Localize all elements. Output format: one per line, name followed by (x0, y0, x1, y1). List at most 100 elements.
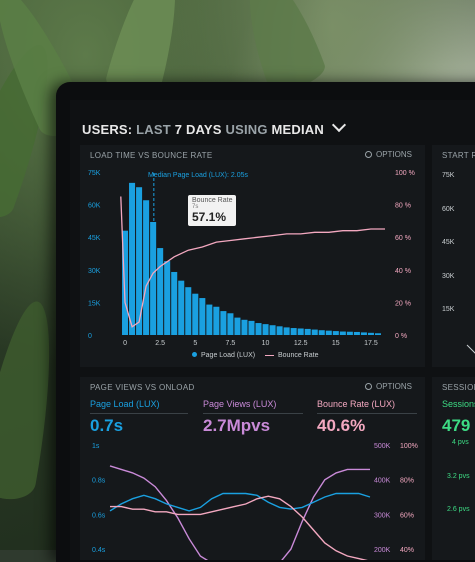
y-left-tick: 30K (88, 268, 101, 275)
panel-title: LOAD TIME VS BOUNCE RATE (90, 151, 213, 160)
page-views-line (109, 465, 370, 560)
y-right-tick: 20 % (395, 300, 411, 307)
y-left-tick: 1s (92, 443, 100, 450)
bar (143, 200, 150, 335)
options-button[interactable]: OPTIONS (365, 382, 412, 391)
bar (234, 317, 241, 335)
svg-text:45K: 45K (442, 239, 455, 246)
title-range-bold: 7 DAYS (174, 122, 222, 137)
load-vs-bounce-chart: 0 15K 30K 45K 60K 75K 0 % 20 % 40 % 60 % 80 % 100 %… (88, 170, 415, 347)
y-left-tick: 45K (88, 235, 101, 242)
bounce-rate-line (120, 196, 385, 328)
options-icon (365, 151, 372, 159)
svg-text:15K: 15K (442, 306, 455, 313)
y-right-tick-bounce: 60% (400, 512, 414, 519)
svg-text:75K: 75K (442, 172, 455, 179)
bar (360, 332, 367, 335)
tooltip-label: Bounce Rate (192, 197, 233, 204)
legend-page-load[interactable]: Page Load (LUX) (192, 352, 255, 359)
bar (367, 332, 374, 335)
bar (206, 304, 213, 335)
y-left-tick: 0.4s (92, 547, 106, 554)
load-vs-bounce-panel: LOAD TIME VS BOUNCE RATE OPTIONS 0 15K 30K… (80, 145, 425, 367)
title-prefix: USERS: (82, 122, 133, 137)
pageviews-vs-onload-panel: PAGE VIEWS VS ONLOAD OPTIONS Page Load (… (80, 377, 425, 560)
bounce-rate-line (110, 495, 368, 560)
y-left-tick: 0 (88, 333, 92, 340)
bar (136, 187, 143, 335)
metric-value-bounce-rate: 40.6% (317, 416, 366, 435)
bar (283, 327, 290, 335)
options-button[interactable]: OPTIONS (365, 150, 412, 159)
start-render-chart: 75K 60K 45K 30K 15K (442, 172, 475, 354)
panel-title: START R (442, 151, 475, 160)
bar (227, 313, 234, 335)
sessions-value: 479 (442, 416, 471, 435)
bar (157, 248, 164, 335)
title-stat: MEDIAN (271, 122, 324, 137)
panel-title: PAGE VIEWS VS ONLOAD (90, 383, 195, 392)
x-tick: 5 (193, 340, 197, 347)
pageviews-vs-onload-chart: 1s 0.8s 0.6s 0.4s 500K 100% 400K 80% 300K 60% 200K… (92, 443, 418, 560)
tooltip-sub: 7s (192, 204, 199, 210)
bounce-rate-tooltip: Bounce Rate 7s 57.1% (188, 195, 237, 226)
options-icon (365, 383, 372, 391)
bar (220, 311, 227, 335)
y-right-tick: 80 % (395, 203, 411, 210)
bar (192, 293, 199, 335)
legend-label: Page Load (LUX) (201, 352, 256, 359)
svg-text:30K: 30K (442, 273, 455, 280)
metric-divider (90, 413, 188, 414)
bar (248, 320, 255, 335)
bar (374, 333, 381, 335)
sessions-panel: SESSION Sessions 479 4 pvs 3.2 pvs 2.6 p… (432, 377, 475, 560)
metric-value-page-views: 2.7Mpvs (203, 416, 271, 435)
page-title[interactable]: USERS: LAST 7 DAYS USING MEDIAN (82, 117, 346, 137)
bar (241, 319, 248, 335)
y-right-tick: 0 % (395, 333, 407, 340)
options-label: OPTIONS (376, 150, 413, 159)
bar (129, 182, 136, 335)
bar (318, 330, 325, 335)
sessions-item: 4 pvs (452, 439, 469, 446)
panel-title: SESSION (442, 383, 475, 392)
start-render-panel: START R 75K 60K 45K 30K 15K (432, 145, 475, 367)
bar (304, 328, 311, 335)
metric-value-page-load: 0.7s (90, 416, 124, 435)
bar (185, 287, 192, 335)
bar (262, 324, 269, 335)
y-right-tick-views: 400K (374, 478, 391, 485)
legend-swatch-pink (265, 354, 274, 356)
y-right-tick-bounce: 40% (400, 547, 414, 554)
metric-label-page-views: Page Views (LUX) (203, 399, 277, 409)
dashboard-screen: USERS: LAST 7 DAYS USING MEDIAN LOAD TIM… (70, 100, 475, 560)
sessions-item: 2.6 pvs (447, 506, 470, 513)
bar (353, 331, 360, 335)
legend-label: Bounce Rate (278, 352, 319, 359)
y-left-tick: 75K (88, 170, 101, 177)
y-right-tick-views: 300K (374, 512, 391, 519)
bar (346, 331, 353, 335)
bar (290, 328, 297, 335)
y-right-tick-bounce: 100% (400, 443, 418, 450)
bar (311, 329, 318, 335)
legend-bounce-rate[interactable]: Bounce Rate (265, 352, 318, 359)
y-right-tick: 60 % (395, 235, 411, 242)
title-range: LAST (136, 122, 171, 137)
median-label: Median Page Load (LUX): 2.05s (148, 172, 249, 179)
bar (199, 298, 206, 335)
legend-swatch-blue (192, 352, 197, 357)
bar (325, 330, 332, 335)
metric-divider (317, 413, 417, 414)
title-using: USING (225, 122, 268, 137)
y-left-tick: 0.6s (92, 512, 106, 519)
metric-label-bounce-rate: Bounce Rate (LUX) (317, 399, 396, 409)
x-tick: 15 (332, 340, 340, 347)
svg-text:60K: 60K (442, 206, 455, 213)
chevron-down-icon[interactable] (331, 117, 346, 133)
metric-divider (203, 413, 303, 414)
options-label: OPTIONS (376, 382, 413, 391)
tooltip-value: 57.1% (192, 210, 227, 224)
y-left-tick: 15K (88, 300, 101, 307)
y-right-tick: 40 % (395, 268, 411, 275)
